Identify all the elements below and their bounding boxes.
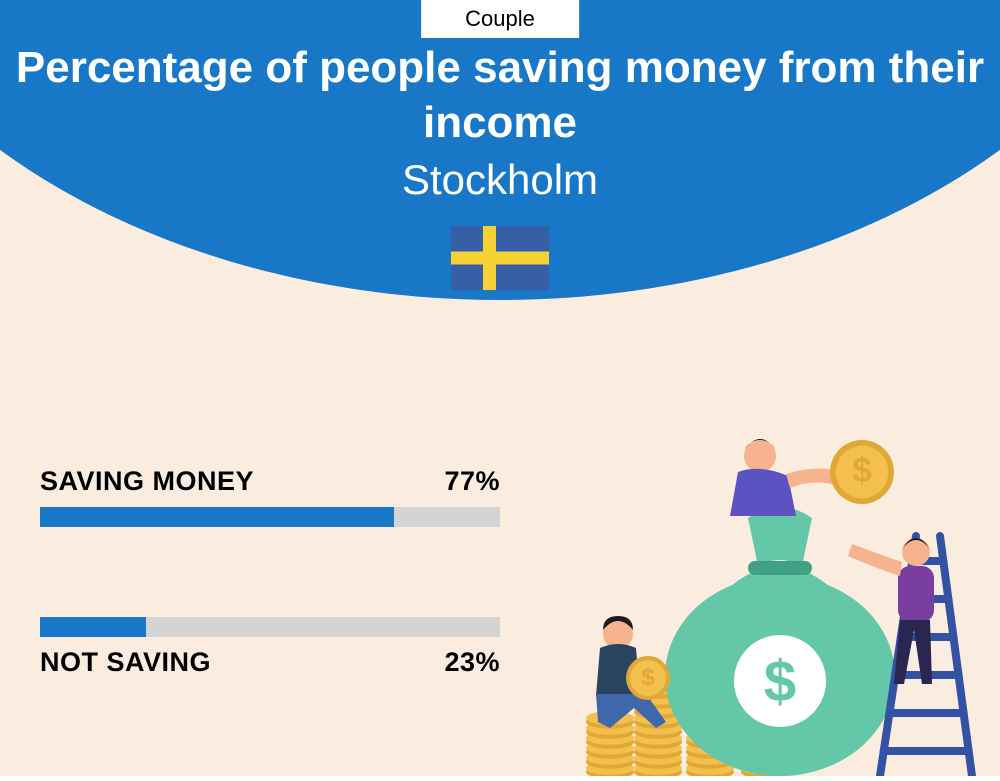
bar-track bbox=[40, 507, 500, 527]
svg-text:$: $ bbox=[852, 451, 872, 490]
money-bag-illustration: $ $ $ bbox=[570, 416, 980, 776]
bar-value: 77% bbox=[444, 466, 500, 497]
demographic-tab-label: Couple bbox=[465, 6, 535, 31]
savings-bar-chart: SAVING MONEY 77% NOT SAVING 23% bbox=[40, 466, 500, 768]
svg-text:$: $ bbox=[641, 664, 655, 691]
person-top-icon bbox=[730, 439, 842, 516]
demographic-tab: Couple bbox=[421, 0, 579, 38]
page-title: Percentage of people saving money from t… bbox=[0, 40, 1000, 150]
bar-track bbox=[40, 617, 500, 637]
bar-group: SAVING MONEY 77% bbox=[40, 466, 500, 527]
bar-group: NOT SAVING 23% bbox=[40, 617, 500, 678]
bar-header: NOT SAVING 23% bbox=[40, 647, 500, 678]
bar-fill bbox=[40, 617, 146, 637]
bar-value: 23% bbox=[444, 647, 500, 678]
bar-fill bbox=[40, 507, 394, 527]
sweden-flag-icon bbox=[451, 226, 549, 295]
svg-text:$: $ bbox=[764, 649, 796, 714]
bar-label: SAVING MONEY bbox=[40, 466, 254, 497]
bar-header: SAVING MONEY 77% bbox=[40, 466, 500, 497]
page-subtitle: Stockholm bbox=[0, 156, 1000, 204]
bar-label: NOT SAVING bbox=[40, 647, 211, 678]
